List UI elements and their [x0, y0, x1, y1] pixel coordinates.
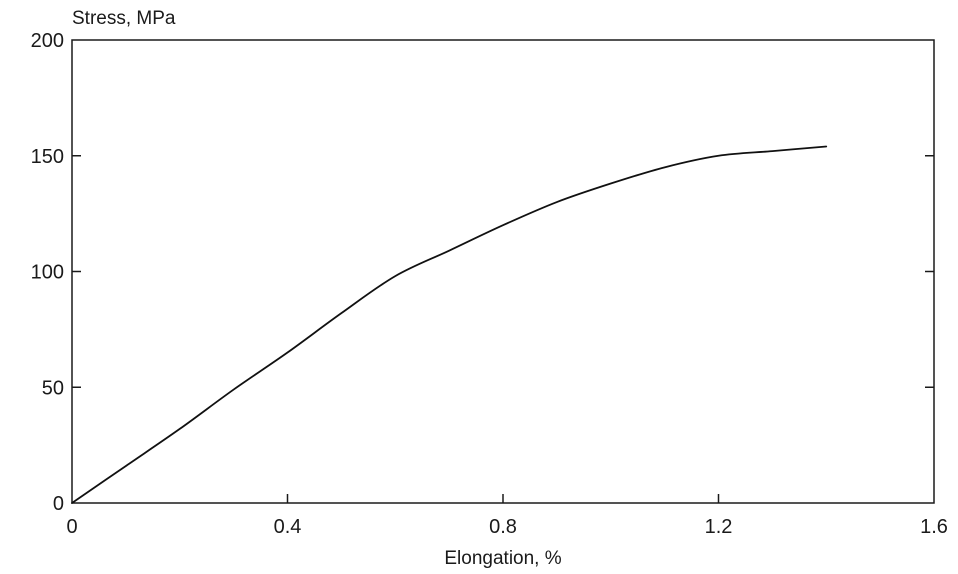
right-axis-ticks	[925, 155, 934, 388]
x-tick-label: 0	[66, 516, 77, 538]
x-axis-tick-labels: 0 0.4 0.8 1.2 1.6	[66, 516, 947, 538]
y-tick-label: 100	[31, 262, 64, 284]
y-tick-label: 0	[53, 493, 64, 515]
x-tick-label: 1.2	[705, 516, 733, 538]
y-axis-title: Stress, MPa	[72, 8, 176, 29]
stress-curve	[71, 145, 828, 504]
series-layer	[71, 145, 828, 504]
y-tick-label: 50	[42, 377, 64, 399]
y-axis-tick-labels: 0 50 100 150 200	[31, 30, 64, 515]
y-tick-label: 150	[31, 146, 64, 168]
y-axis-ticks	[72, 155, 81, 388]
x-axis-ticks	[286, 494, 720, 503]
plot-frame	[71, 39, 935, 504]
y-tick-label: 200	[31, 30, 64, 52]
x-axis-title: Elongation, %	[444, 548, 561, 569]
x-tick-label: 0.4	[274, 516, 302, 538]
x-tick-label: 1.6	[920, 516, 948, 538]
x-tick-label: 0.8	[489, 516, 517, 538]
